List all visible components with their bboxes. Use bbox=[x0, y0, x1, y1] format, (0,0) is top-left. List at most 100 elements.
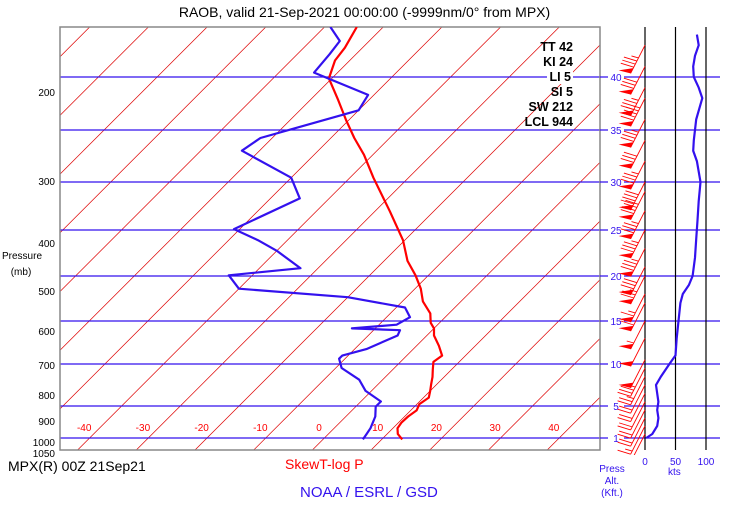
altitude-label-bg bbox=[608, 315, 624, 327]
temperature-tick-label: 0 bbox=[316, 423, 322, 434]
wind-barb bbox=[617, 409, 646, 439]
isotherm-line bbox=[136, 27, 560, 450]
wind-barb bbox=[617, 376, 646, 406]
wind-barb-staff bbox=[630, 87, 646, 116]
wind-barb-staff bbox=[630, 425, 646, 455]
wind-barb-staff bbox=[630, 210, 646, 240]
altitude-tick-label: 20 bbox=[610, 272, 622, 283]
wind-barb-feather bbox=[619, 438, 633, 444]
wind-barb-flag bbox=[618, 204, 634, 211]
wind-barb-feather bbox=[620, 136, 634, 142]
wind-barb-staff bbox=[630, 44, 646, 74]
wind-barb-flag bbox=[618, 121, 634, 127]
wind-barb-feather bbox=[622, 262, 636, 268]
pressure-tick-label: 300 bbox=[38, 177, 55, 188]
wind-barb-staff bbox=[630, 97, 646, 127]
altitude-tick-label: 10 bbox=[610, 360, 622, 371]
index-tt: TT 42 bbox=[540, 40, 573, 54]
wind-barb bbox=[618, 337, 646, 367]
isotherm-line bbox=[77, 27, 501, 450]
wind-barb-staff bbox=[630, 376, 646, 405]
wind-barb-feather bbox=[622, 196, 636, 202]
wind-barb bbox=[617, 401, 646, 431]
wind-barb-feather bbox=[620, 178, 634, 184]
wind-barb bbox=[618, 87, 646, 116]
wind-barb-feather bbox=[619, 422, 633, 428]
wind-barb bbox=[617, 425, 646, 455]
credit-label: NOAA / ESRL / GSD bbox=[300, 484, 438, 501]
wind-barb-feather bbox=[619, 430, 633, 436]
altitude-tick-label: 30 bbox=[610, 178, 622, 189]
wind-barb-feather bbox=[620, 320, 634, 326]
wind-barb-staff bbox=[630, 293, 646, 323]
wind-barb-flag bbox=[618, 142, 634, 148]
pressure-tick-label: 1050 bbox=[33, 449, 56, 460]
pressure-tick-label: 600 bbox=[38, 327, 55, 338]
wind-barb-flag bbox=[618, 382, 634, 388]
wind-barb-feather bbox=[623, 241, 638, 247]
chart-title: RAOB, valid 21-Sep-2021 00:00:00 (-9999n… bbox=[178, 4, 551, 20]
wind-barb-half-feather bbox=[626, 396, 634, 400]
wind-barb bbox=[618, 181, 646, 211]
wind-barb-half-feather bbox=[631, 129, 639, 133]
wind-barb-feather bbox=[617, 391, 631, 397]
altitude-label-bg bbox=[608, 124, 624, 136]
wind-barb-half-feather bbox=[625, 448, 633, 452]
wind-barb-feather bbox=[620, 284, 634, 290]
wind-barb-feather bbox=[617, 400, 631, 406]
wind-barb-staff bbox=[630, 320, 646, 350]
altitude-label-bg bbox=[608, 270, 624, 282]
wind-barb-staff bbox=[630, 393, 646, 422]
wind-barb-flag bbox=[618, 298, 634, 305]
wind-barb-feather bbox=[620, 83, 634, 89]
wind-barb-feather bbox=[617, 417, 631, 422]
wind-barb-feather bbox=[620, 209, 634, 215]
wind-barb-half-feather bbox=[626, 340, 634, 344]
wind-barb-staff bbox=[630, 337, 646, 367]
wind-speed-line bbox=[645, 34, 704, 439]
isotherm-line bbox=[429, 279, 600, 450]
wind-barb-flag bbox=[618, 252, 634, 259]
wind-barb-feather bbox=[622, 244, 636, 250]
temperature-tick-label: -20 bbox=[194, 423, 209, 434]
wind-barb-staff bbox=[630, 417, 646, 447]
wind-barb-feather bbox=[625, 190, 639, 196]
isotherm-line bbox=[0, 27, 31, 450]
wind-barb-feather bbox=[623, 77, 638, 83]
isotherm-line bbox=[312, 161, 600, 450]
wind-barb bbox=[618, 119, 646, 148]
speed-tick-label: 50 bbox=[670, 457, 682, 468]
wind-barb bbox=[617, 393, 646, 422]
wind-barb-feather bbox=[617, 433, 631, 439]
wind-barb bbox=[618, 210, 646, 240]
isotherm-line bbox=[60, 27, 208, 175]
station-label: MPX(R) 00Z 21Sep21 bbox=[8, 458, 146, 474]
temperature-tick-label: -10 bbox=[253, 423, 268, 434]
wind-barb-flag bbox=[618, 163, 634, 169]
speed-tick-label: 100 bbox=[698, 457, 715, 468]
wind-barb-feather bbox=[620, 385, 634, 391]
temperature-tick-label: 10 bbox=[372, 423, 384, 434]
isotherm-line bbox=[194, 44, 600, 450]
press-alt-label-line2: (Kft.) bbox=[601, 488, 623, 499]
wind-barb-feather bbox=[622, 102, 636, 107]
wind-barb-half-feather bbox=[631, 240, 639, 244]
temperature-tick-label: -40 bbox=[77, 423, 92, 434]
wind-barb bbox=[618, 320, 646, 350]
wind-barb-feather bbox=[623, 151, 638, 157]
index-li-text: LI 5 bbox=[547, 70, 573, 84]
wind-barb bbox=[618, 302, 646, 332]
wind-barb-feather bbox=[623, 172, 638, 178]
wind-barb-feather bbox=[620, 265, 634, 271]
wind-barb-flag bbox=[618, 361, 634, 367]
wind-barb bbox=[618, 160, 646, 190]
wind-barb-staff bbox=[630, 302, 646, 332]
wind-barb-staff bbox=[630, 384, 646, 414]
wind-barb-feather bbox=[623, 278, 638, 284]
pressure-tick-label: 800 bbox=[38, 391, 55, 402]
wind-barb bbox=[617, 417, 646, 447]
wind-barb-feather bbox=[620, 228, 634, 234]
temperature-tick-label: -30 bbox=[136, 423, 151, 434]
